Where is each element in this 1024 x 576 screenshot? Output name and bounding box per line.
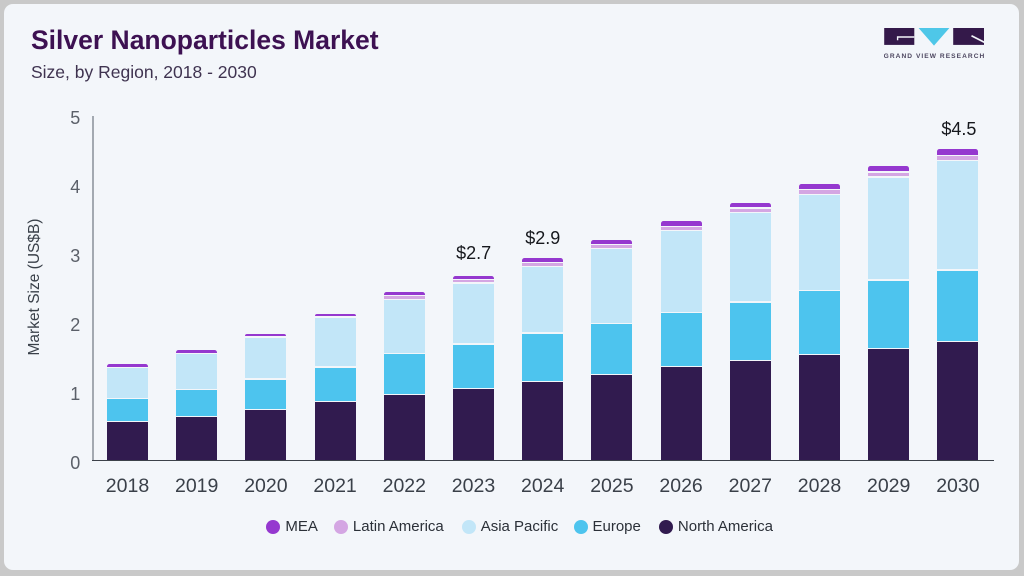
svg-text:GRAND VIEW RESEARCH: GRAND VIEW RESEARCH (884, 53, 985, 59)
